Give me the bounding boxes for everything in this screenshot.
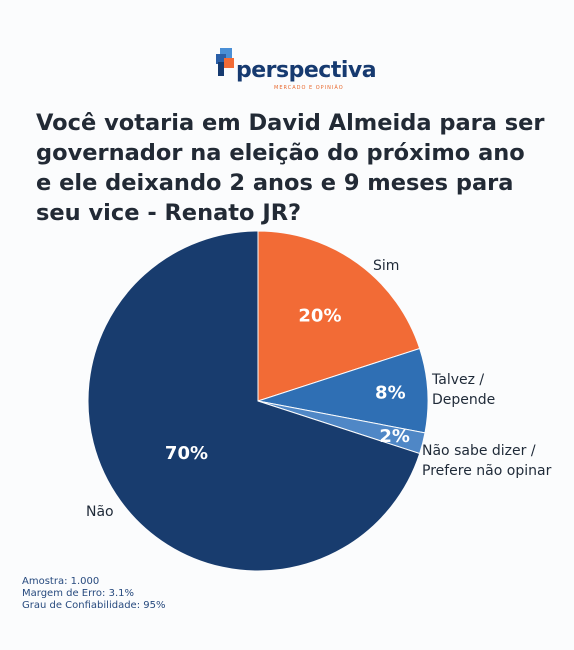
sample-size-note: Amostra: 1.000 <box>22 576 100 587</box>
data-label-nao-sabe: 2% <box>379 426 410 447</box>
logo-wordmark: perspectiva <box>236 58 377 83</box>
chart-title: Você votaria em David Almeida para ser g… <box>36 110 545 226</box>
category-label-sim: Sim <box>373 258 399 274</box>
slice-nao <box>87 230 421 572</box>
confidence-note: Grau de Confiabilidade: 95% <box>22 600 166 611</box>
data-label-sim: 20% <box>298 306 341 327</box>
data-label-talvez: 8% <box>375 383 406 404</box>
survey-notes: Amostra: 1.000 Margem de Erro: 3.1% Grau… <box>22 576 165 612</box>
slice-sim <box>257 230 421 402</box>
category-label-talvez: Talvez / Depende <box>431 372 495 408</box>
category-label-nao-sabe: Não sabe dizer / Prefere não opinar <box>422 443 552 479</box>
logo-mark-icon <box>216 48 234 76</box>
category-label-nao: Não <box>86 504 114 520</box>
error-margin-note: Margem de Erro: 3.1% <box>22 588 135 599</box>
data-label-nao: 70% <box>165 443 208 464</box>
logo-tagline: MERCADO E OPINIÃO <box>274 85 344 91</box>
brand-logo: perspectiva MERCADO E OPINIÃO <box>216 48 377 92</box>
